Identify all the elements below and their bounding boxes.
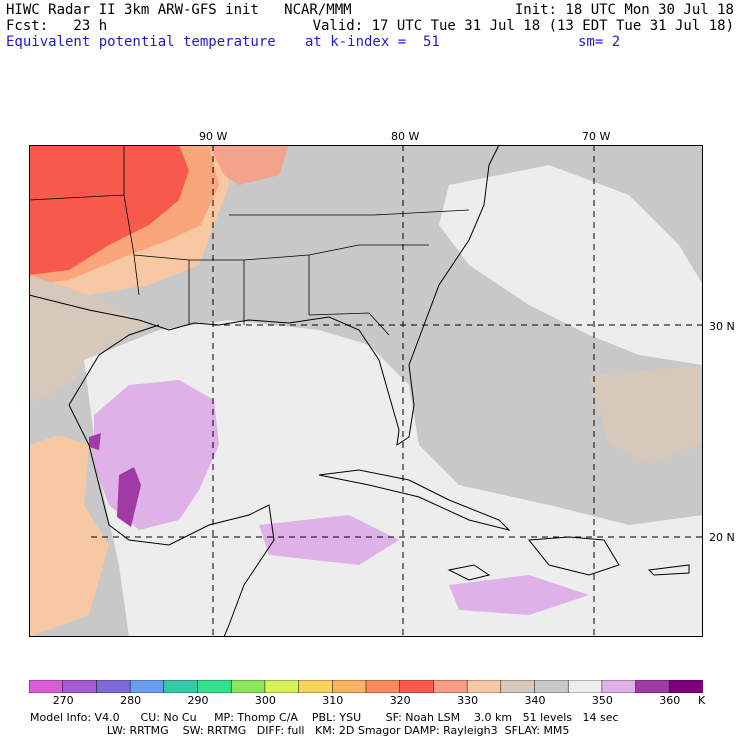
- colorbar-swatch: [365, 680, 401, 693]
- hot-region-red: [29, 145, 189, 275]
- lat-label-20n: 20 N: [709, 531, 735, 544]
- colorbar-tick-label: 310: [322, 694, 344, 707]
- lon-label-70w: 70 W: [582, 130, 611, 143]
- map-frame: [29, 145, 703, 637]
- low-theta-e-region-caribbean: [259, 515, 399, 565]
- colorbar-swatch: [29, 680, 64, 693]
- lon-label-90w: 90 W: [199, 130, 228, 143]
- level-label: at k-index = 51: [305, 34, 440, 50]
- colorbar-swatch: [669, 680, 703, 693]
- forecast-hour: Fcst: 23 h: [6, 18, 108, 34]
- colorbar-swatch: [601, 680, 637, 693]
- cool-ocean-region: [84, 320, 703, 637]
- colorbar-swatch: [129, 680, 165, 693]
- low-theta-e-core: [117, 467, 141, 527]
- colorbar-swatch: [62, 680, 98, 693]
- lon-label-80w: 80 W: [391, 130, 420, 143]
- low-theta-e-spot: [89, 433, 101, 450]
- graticule: [91, 145, 703, 637]
- colorbar-tick-label: 340: [524, 694, 546, 707]
- colorbar-tick-label: 350: [591, 694, 613, 707]
- colorbar-tick-label: 360: [659, 694, 681, 707]
- theta-e-map: [29, 145, 703, 637]
- colorbar-swatch: [466, 680, 502, 693]
- colorbar-swatch: [500, 680, 536, 693]
- colorbar-swatch: [433, 680, 468, 693]
- colorbar-tick-label: 290: [187, 694, 209, 707]
- colorbar-tick-label: 270: [52, 694, 74, 707]
- warm-region-texas: [29, 275, 149, 405]
- model-info-line2: LW: RRTMG SW: RRTMG DIFF: full KM: 2D Sm…: [30, 724, 570, 737]
- colorbar-swatch: [163, 680, 199, 693]
- low-theta-e-region-south: [449, 575, 589, 615]
- colorbar-swatch: [332, 680, 367, 693]
- colorbar-tick-label: 330: [457, 694, 479, 707]
- colorbar: [29, 680, 703, 693]
- lat-label-30n: 30 N: [709, 320, 735, 333]
- colorbar-tick-label: 300: [254, 694, 276, 707]
- model-info-line1: Model Info: V4.0 CU: No Cu MP: Thomp C/A…: [30, 711, 619, 724]
- warm-patch-atlantic: [589, 365, 703, 465]
- colorbar-unit: K: [698, 694, 706, 707]
- colorbar-swatch: [635, 680, 671, 693]
- state-borders: [29, 145, 470, 336]
- warm-region-mexico: [29, 435, 109, 637]
- colorbar-swatch: [534, 680, 569, 693]
- warm-patch-northeast: [209, 145, 289, 185]
- colorbar-swatch: [197, 680, 232, 693]
- field-name: Equivalent potential temperature: [6, 34, 276, 50]
- valid-time: Valid: 17 UTC Tue 31 Jul 18 (13 EDT Tue …: [312, 18, 734, 34]
- cool-atlantic-region: [439, 165, 703, 365]
- smoothing-label: sm= 2: [578, 34, 621, 50]
- colorbar-swatch: [298, 680, 334, 693]
- colorbar-tick-label: 320: [389, 694, 411, 707]
- colorbar-tick-label: 280: [120, 694, 142, 707]
- title-line: HIWC Radar II 3km ARW-GFS init NCAR/MMM: [6, 2, 352, 18]
- init-time: Init: 18 UTC Mon 30 Jul 18: [514, 2, 734, 18]
- colorbar-swatch: [567, 680, 603, 693]
- colorbar-swatch: [230, 680, 266, 693]
- colorbar-swatch: [264, 680, 300, 693]
- colorbar-swatch: [399, 680, 435, 693]
- colorbar-swatch: [96, 680, 131, 693]
